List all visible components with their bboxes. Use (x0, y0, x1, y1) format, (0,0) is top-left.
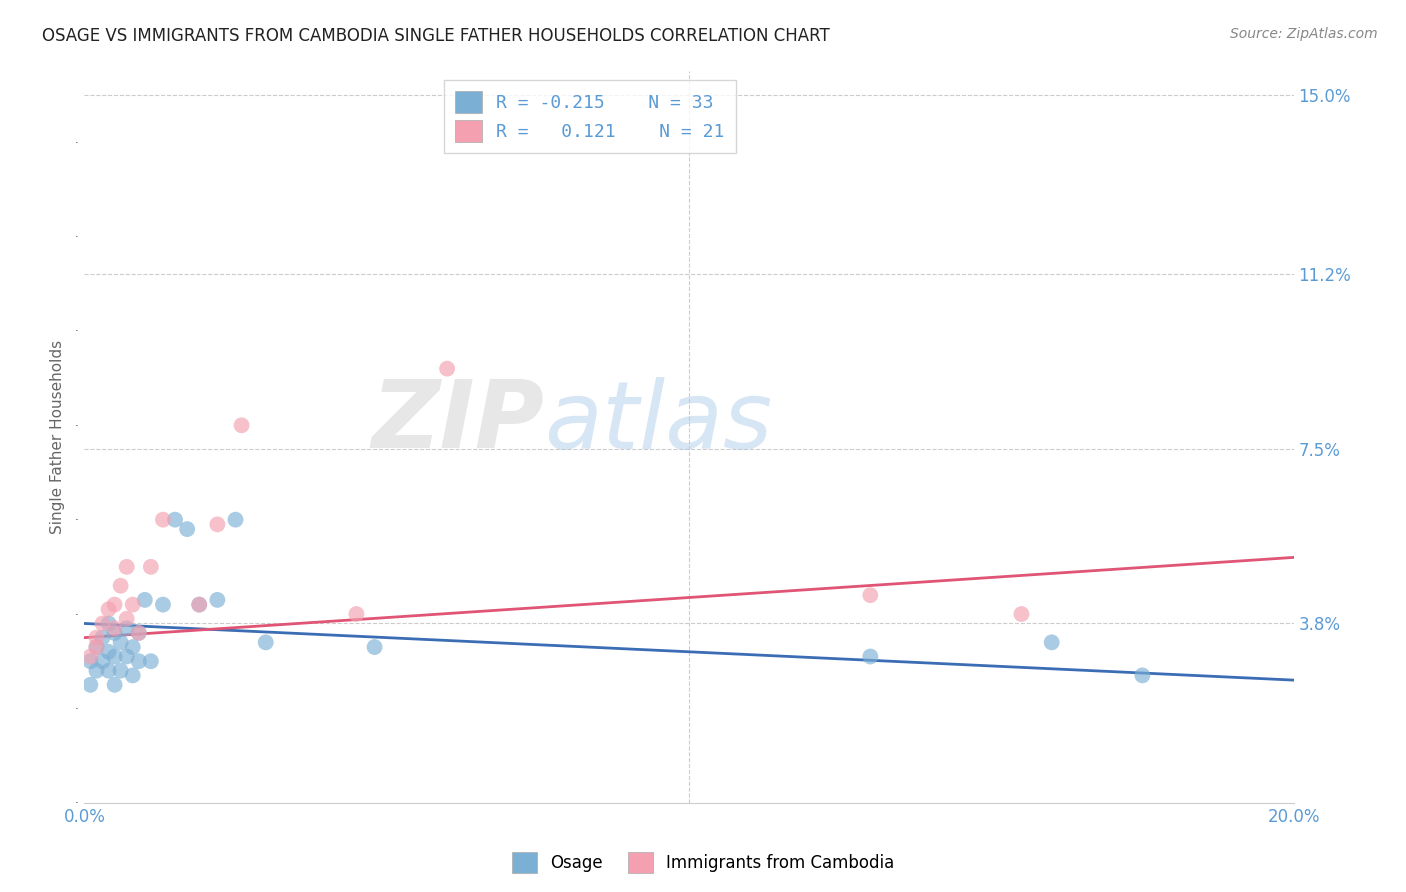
Point (1011, 607, 1033, 621)
Point (188, 598, 211, 612)
Point (91, 616, 114, 631)
Point (346, 607, 368, 621)
Point (152, 598, 174, 612)
Point (121, 640, 143, 654)
Point (139, 559, 162, 574)
Point (91, 631, 114, 645)
Text: atlas: atlas (544, 377, 772, 468)
Point (207, 593, 229, 607)
Point (254, 635, 277, 649)
Point (104, 598, 127, 612)
Point (165, 513, 187, 527)
Point (176, 522, 198, 536)
Point (1130, 668, 1153, 682)
Point (97, 602, 120, 616)
Point (859, 649, 882, 664)
Point (86, 631, 108, 645)
Point (231, 418, 253, 433)
Point (152, 513, 174, 527)
Point (97, 645, 120, 659)
Text: OSAGE VS IMMIGRANTS FROM CAMBODIA SINGLE FATHER HOUSEHOLDS CORRELATION CHART: OSAGE VS IMMIGRANTS FROM CAMBODIA SINGLE… (42, 27, 830, 45)
Point (91, 654, 114, 668)
Point (139, 654, 162, 668)
Point (1040, 635, 1063, 649)
Point (86, 640, 108, 654)
Point (97, 664, 120, 678)
Point (79, 649, 101, 664)
Point (115, 649, 138, 664)
Point (128, 626, 150, 640)
Point (128, 654, 150, 668)
Point (97, 616, 120, 631)
Point (110, 635, 132, 649)
Point (115, 559, 138, 574)
Point (188, 598, 211, 612)
Point (79, 654, 101, 668)
Point (104, 649, 127, 664)
Point (115, 621, 138, 635)
Point (859, 588, 882, 602)
Point (121, 668, 143, 682)
Point (121, 598, 143, 612)
Point (104, 678, 127, 692)
Point (115, 612, 138, 626)
Point (207, 517, 229, 532)
Point (363, 640, 385, 654)
Point (134, 593, 156, 607)
Point (128, 626, 150, 640)
Point (104, 621, 127, 635)
Legend: R = -0.215    N = 33, R =   0.121    N = 21: R = -0.215 N = 33, R = 0.121 N = 21 (444, 80, 735, 153)
Point (110, 579, 132, 593)
Text: Source: ZipAtlas.com: Source: ZipAtlas.com (1230, 27, 1378, 41)
Point (225, 513, 247, 527)
Legend: Osage, Immigrants from Cambodia: Osage, Immigrants from Cambodia (505, 846, 901, 880)
Point (79, 678, 101, 692)
Y-axis label: Single Father Households: Single Father Households (51, 340, 65, 534)
Point (86, 664, 108, 678)
Point (110, 664, 132, 678)
Point (104, 626, 127, 640)
Text: ZIP: ZIP (371, 376, 544, 468)
Point (86, 640, 108, 654)
Point (436, 361, 458, 376)
